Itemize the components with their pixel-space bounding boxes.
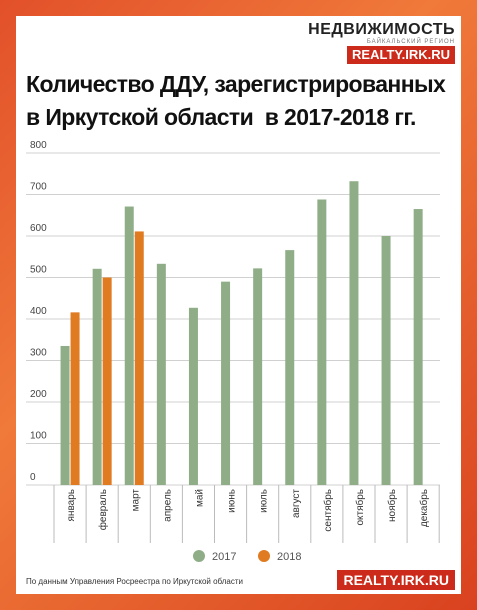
y-tick-label: 0 bbox=[30, 472, 36, 483]
legend-label-2017: 2017 bbox=[212, 551, 236, 563]
y-tick-label: 500 bbox=[30, 265, 47, 276]
y-tick-label: 300 bbox=[30, 348, 47, 359]
x-tick-label: декабрь bbox=[418, 489, 430, 527]
brand-logo: НЕДВИЖИМОСТЬ БАЙКАЛЬСКИЙ РЕГИОН REALTY.I… bbox=[308, 22, 455, 64]
title-line-1: Количество ДДУ, зарегистрированных bbox=[26, 71, 446, 97]
y-tick-label: 400 bbox=[30, 306, 47, 317]
x-tick-label: февраль bbox=[97, 489, 109, 530]
bar-2018-январь[interactable] bbox=[70, 312, 80, 485]
y-tick-label: 800 bbox=[30, 140, 47, 151]
bar-2017-сентябрь[interactable] bbox=[317, 199, 327, 486]
bar-2018-февраль[interactable] bbox=[102, 277, 112, 486]
bar-2017-июнь[interactable] bbox=[221, 281, 231, 485]
bar-2017-октябрь[interactable] bbox=[349, 181, 359, 485]
bar-2017-май[interactable] bbox=[188, 307, 198, 485]
y-tick-label: 200 bbox=[30, 389, 47, 400]
x-tick-label: ноябрь bbox=[386, 489, 398, 522]
bar-2017-август[interactable] bbox=[285, 250, 295, 485]
bar-2017-февраль[interactable] bbox=[92, 268, 102, 485]
bar-2017-март[interactable] bbox=[124, 206, 134, 485]
x-tick-label: апрель bbox=[162, 489, 173, 522]
chart-title: Количество ДДУ, зарегистрированных в Ирк… bbox=[26, 68, 446, 134]
x-tick-label: июль bbox=[259, 489, 270, 513]
x-tick-label: май bbox=[194, 489, 205, 507]
x-tick-label: сентябрь bbox=[322, 489, 334, 532]
y-tick-label: 100 bbox=[30, 431, 47, 442]
x-tick-label: октябрь bbox=[354, 489, 366, 526]
x-tick-label: июнь bbox=[227, 489, 238, 513]
brand-name: НЕДВИЖИМОСТЬ bbox=[308, 21, 455, 38]
bar-2017-июль[interactable] bbox=[253, 268, 263, 485]
bar-2017-ноябрь[interactable] bbox=[381, 236, 391, 485]
legend-marker-2017 bbox=[193, 550, 205, 562]
brand-site[interactable]: REALTY.IRK.RU bbox=[347, 46, 455, 64]
x-tick-label: август bbox=[291, 489, 302, 518]
source-note: По данным Управления Росреестра по Иркут… bbox=[26, 577, 244, 586]
y-tick-label: 700 bbox=[30, 182, 47, 193]
x-tick-label: январь bbox=[66, 489, 77, 521]
footer-site-link[interactable]: REALTY.IRK.RU bbox=[337, 570, 455, 590]
y-tick-label: 600 bbox=[30, 223, 47, 234]
x-tick-label: март bbox=[130, 489, 141, 512]
legend-label-2018: 2018 bbox=[277, 551, 301, 563]
legend-marker-2018 bbox=[258, 550, 270, 562]
bar-2017-декабрь[interactable] bbox=[413, 209, 423, 485]
bar-2017-январь[interactable] bbox=[60, 345, 70, 485]
bar-2018-март[interactable] bbox=[134, 231, 144, 485]
brand-region: БАЙКАЛЬСКИЙ РЕГИОН bbox=[366, 39, 455, 45]
title-line-2: в Иркутской области в 2017-2018 гг. bbox=[26, 104, 416, 130]
bar-2017-апрель[interactable] bbox=[156, 263, 166, 485]
